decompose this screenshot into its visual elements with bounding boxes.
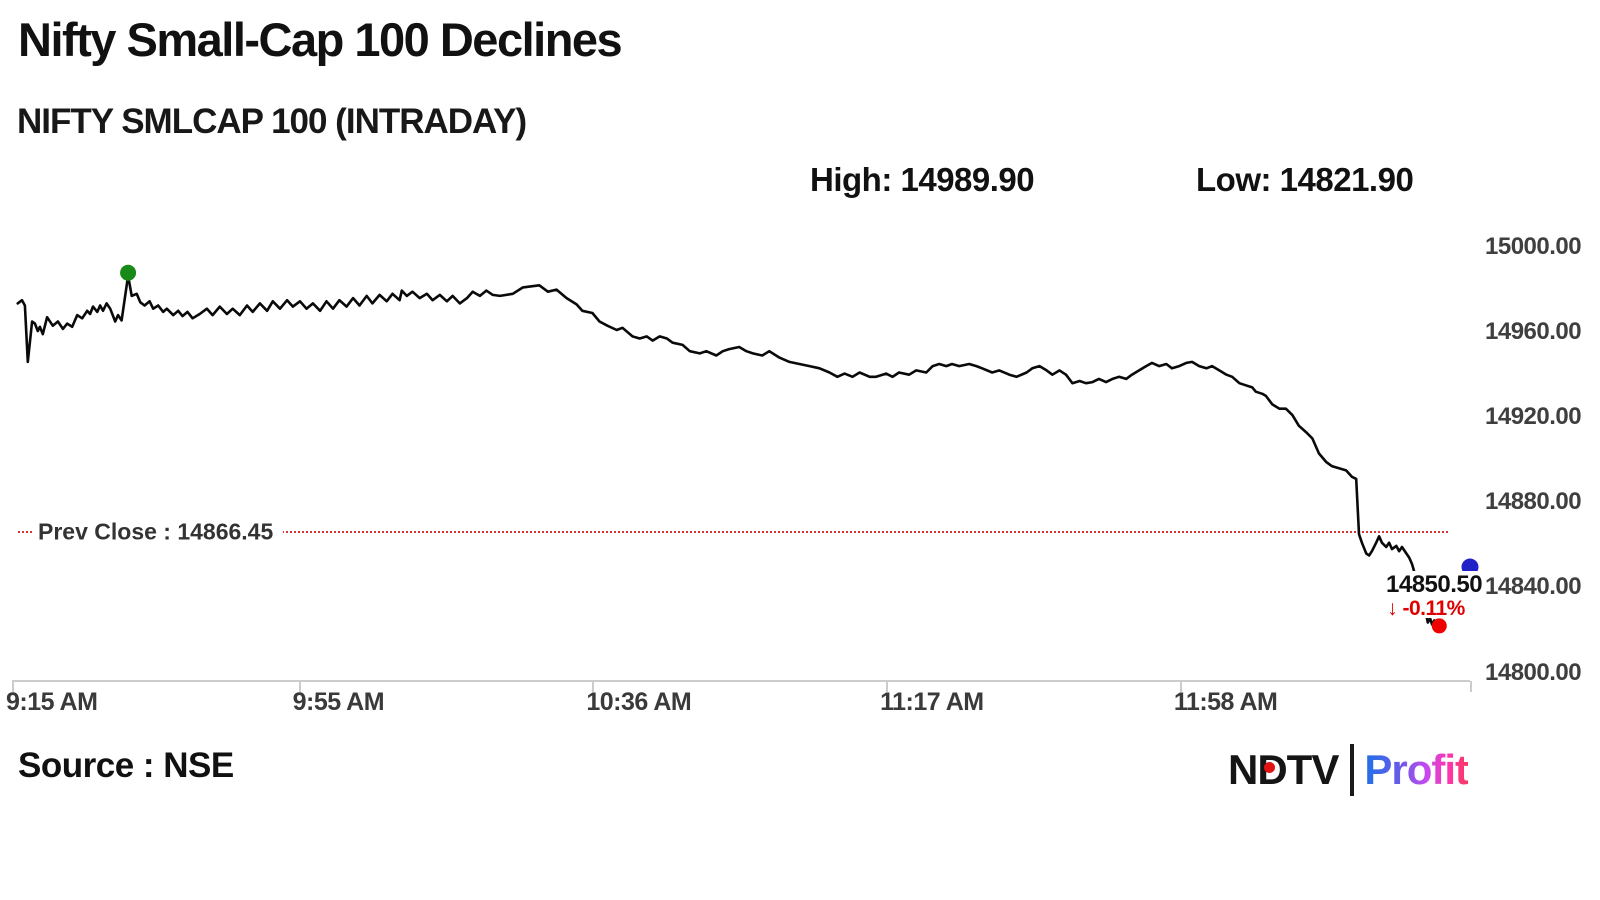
profit-wordmark: Profit	[1364, 746, 1469, 793]
x-axis-tick	[298, 681, 301, 692]
day-high-value: 14989.90	[900, 161, 1035, 198]
ndtv-profit-logo: NDTV Profit	[1228, 744, 1469, 796]
y-axis-tick-label: 15000.00	[1485, 233, 1582, 260]
y-axis-tick-label: 14920.00	[1485, 403, 1582, 431]
x-axis-tick	[1470, 681, 1472, 692]
page-title: Nifty Small-Cap 100 Declines	[18, 13, 623, 66]
last-change-label: ↓ -0.11%	[1383, 597, 1469, 620]
y-axis-tick-label: 14960.00	[1485, 318, 1582, 346]
prev-close-label: Prev Close : 14866.45	[34, 518, 284, 546]
x-axis-tick	[886, 681, 889, 692]
ndtv-red-dot-icon	[1264, 762, 1275, 773]
day-high-stat: High: 14989.90	[810, 161, 1035, 199]
last-price-label: 14850.50	[1386, 571, 1483, 599]
logo-separator-bar	[1350, 744, 1355, 796]
day-high-label: High:	[810, 161, 892, 198]
day-low-label: Low:	[1196, 161, 1271, 198]
x-axis-tick-label: 9:15 AM	[6, 688, 98, 716]
x-axis-tick-label: 11:17 AM	[880, 688, 984, 716]
y-axis-tick-label: 14840.00	[1485, 573, 1582, 601]
high-marker-dot	[120, 264, 137, 281]
y-axis-tick-label: 14800.00	[1485, 658, 1582, 686]
y-axis-tick-label: 14880.00	[1485, 488, 1582, 516]
x-axis-tick	[12, 681, 14, 692]
low-marker-dot	[1431, 618, 1447, 634]
source-attribution: Source : NSE	[18, 746, 234, 785]
x-axis-line	[12, 680, 1470, 682]
change-percent: -0.11%	[1402, 597, 1465, 620]
prev-close-line	[18, 531, 1448, 534]
x-axis-tick-label: 10:36 AM	[586, 688, 692, 716]
x-axis-tick-label: 11:58 AM	[1173, 688, 1278, 716]
down-arrow-icon: ↓	[1387, 597, 1398, 620]
x-axis-tick	[592, 681, 595, 692]
price-line	[16, 274, 1441, 628]
x-axis-tick-label: 9:55 AM	[292, 688, 385, 716]
x-axis-tick	[1179, 681, 1182, 692]
ndtv-wordmark: NDTV	[1228, 746, 1339, 793]
day-low-stat: Low: 14821.90	[1196, 161, 1414, 199]
day-low-value: 14821.90	[1279, 161, 1414, 198]
index-name: NIFTY SMLCAP 100 (INTRADAY)	[17, 102, 527, 141]
